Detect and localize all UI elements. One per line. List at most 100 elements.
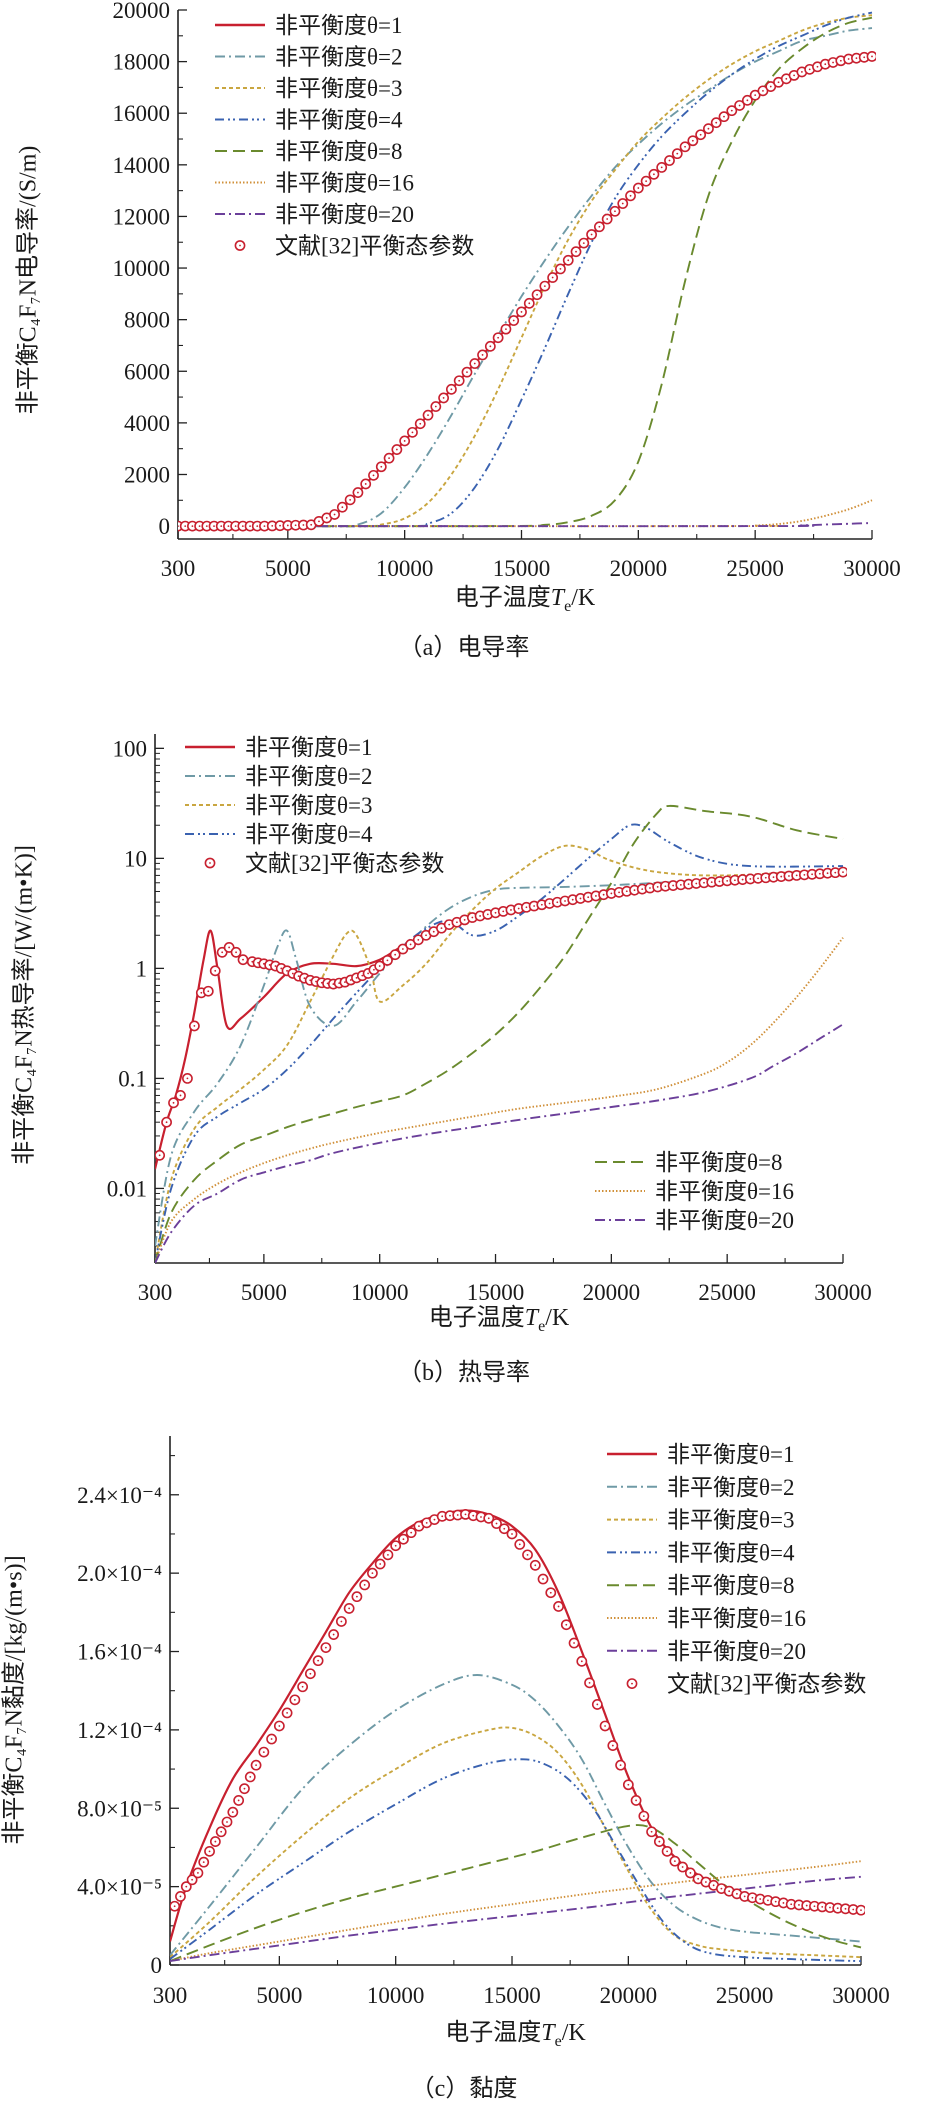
- data-point-marker-dot: [672, 884, 675, 887]
- data-point-marker-dot: [315, 980, 317, 983]
- legend-label: 非平衡度θ=1: [275, 13, 403, 38]
- legend-label: 非平衡度θ=4: [667, 1540, 795, 1565]
- data-point-marker-dot: [425, 934, 427, 937]
- data-point-marker-dot: [271, 524, 274, 527]
- data-point-marker-dot: [749, 878, 752, 880]
- data-point-marker-dot: [364, 483, 367, 485]
- x-tick-label: 10000: [376, 556, 434, 581]
- legend: 非平衡度θ=1 非平衡度θ=2 非平衡度θ=3 非平衡度θ=4 文献[32]平衡态参数非…: [185, 735, 794, 1233]
- data-point-marker-dot: [505, 328, 507, 331]
- data-point-marker-dot: [855, 57, 858, 60]
- legend-item: 文献[32]平衡态参数: [626, 1672, 866, 1697]
- data-point-marker-dot: [234, 525, 237, 527]
- data-point-marker-dot: [733, 879, 736, 882]
- data-point-marker-dot: [207, 990, 210, 993]
- series-line-6: [170, 1860, 862, 1963]
- data-point-marker-dot: [699, 133, 702, 136]
- legend-marker-dot: [631, 1682, 633, 1685]
- data-point-marker-dot: [387, 1553, 389, 1556]
- legend-item: 非平衡度θ=2: [185, 764, 373, 789]
- x-axis-title-sub: e: [564, 598, 571, 615]
- data-point-marker-dot: [582, 242, 585, 245]
- data-point-marker-dot: [497, 336, 500, 339]
- data-point-marker-dot: [341, 506, 344, 509]
- x-tick-label: 25000: [726, 556, 784, 581]
- data-point-marker-dot: [487, 1517, 490, 1520]
- series-line-5: [155, 804, 844, 1263]
- data-point-marker-dot: [309, 979, 312, 982]
- plot-area: [178, 11, 876, 532]
- data-point-marker-dot: [293, 1698, 296, 1701]
- data-point-marker-dot: [712, 1884, 715, 1887]
- x-tick-label: 30000: [843, 556, 901, 581]
- data-point-marker-dot: [704, 1881, 707, 1883]
- data-point-marker-dot: [649, 887, 651, 889]
- x-axis-title-unit: /K: [562, 2020, 587, 2046]
- data-point-marker-dot: [707, 127, 710, 130]
- data-point-marker-dot: [402, 1538, 405, 1541]
- legend-label: 文献[32]平衡态参数: [275, 234, 474, 259]
- figure-caption: （c）黏度: [411, 2075, 518, 2102]
- x-tick-label: 300: [138, 1280, 173, 1305]
- data-point-marker-dot: [179, 1094, 182, 1097]
- data-point-marker-dot: [297, 975, 300, 978]
- y-tick-label: 2.0×10⁻⁴: [77, 1561, 162, 1586]
- data-point-marker-dot: [456, 1514, 459, 1516]
- chart-a: 300 5000 10000 15000 20000 25000 30000 0 2000 400…: [15, 0, 901, 661]
- data-point-marker-dot: [551, 276, 554, 279]
- data-point-marker-dot: [580, 1660, 583, 1663]
- data-point-marker-dot: [237, 1799, 240, 1802]
- data-point-marker-dot: [829, 1906, 831, 1909]
- data-point-marker-dot: [625, 890, 628, 893]
- x-axis-title-main: 电子温度: [445, 2019, 541, 2046]
- data-point-marker-dot: [433, 1518, 436, 1521]
- data-point-marker-dot: [595, 895, 597, 897]
- data-point-marker-dot: [213, 525, 215, 527]
- data-point-marker-dot: [274, 965, 277, 967]
- data-point-marker-dot: [363, 1584, 366, 1586]
- data-point-marker-dot: [228, 946, 231, 949]
- series-line-4: [178, 11, 873, 528]
- data-point-marker-dot: [466, 371, 468, 374]
- y-tick-label: 2000: [124, 462, 170, 487]
- data-point-marker-dot: [442, 397, 445, 399]
- data-point-marker-dot: [860, 1909, 862, 1912]
- data-point-marker-dot: [220, 525, 223, 527]
- data-point-marker-dot: [769, 85, 772, 88]
- data-point-marker-dot: [463, 918, 466, 921]
- data-point-marker-dot: [540, 903, 543, 906]
- data-point-marker-dot: [821, 1905, 824, 1908]
- data-point-marker-dot: [367, 972, 370, 975]
- series-line-3: [178, 14, 873, 528]
- data-point-marker-dot: [286, 524, 289, 527]
- data-point-marker-dot: [629, 194, 632, 197]
- data-point-marker-dot: [255, 1764, 257, 1767]
- data-point-marker-dot: [618, 891, 620, 894]
- data-point-marker-dot: [202, 1861, 205, 1864]
- data-point-marker-dot: [720, 1887, 723, 1890]
- data-point-marker-dot: [746, 99, 749, 102]
- legend-label: 非平衡度θ=20: [655, 1208, 794, 1233]
- series-line-2: [178, 27, 873, 528]
- data-point-marker-dot: [184, 525, 187, 527]
- data-point-marker-dot: [534, 1564, 537, 1567]
- data-point-marker-dot: [695, 882, 698, 885]
- legend-item: 非平衡度θ=20: [607, 1639, 806, 1664]
- y-tick-label: 4000: [124, 411, 170, 436]
- data-point-marker-dot: [278, 1725, 281, 1727]
- legend-label: 非平衡度θ=8: [667, 1573, 795, 1598]
- y-tick-label: 0.1: [118, 1066, 147, 1091]
- series-line-7: [178, 522, 873, 528]
- data-point-marker-dot: [220, 1830, 223, 1833]
- data-point-marker-dot: [510, 909, 512, 911]
- data-point-marker-dot: [262, 1751, 265, 1753]
- data-point-marker-dot: [373, 968, 375, 971]
- legend-marker-dot: [239, 244, 241, 247]
- data-point-marker-dot: [684, 145, 686, 148]
- x-axis-title-unit: /K: [545, 1305, 570, 1331]
- legend-item: 非平衡度θ=16: [607, 1606, 806, 1631]
- data-point-marker-dot: [401, 948, 404, 950]
- y-tick-label: 0: [151, 1953, 163, 1978]
- data-point-marker-dot: [697, 1877, 700, 1880]
- data-point-marker-dot: [349, 979, 352, 981]
